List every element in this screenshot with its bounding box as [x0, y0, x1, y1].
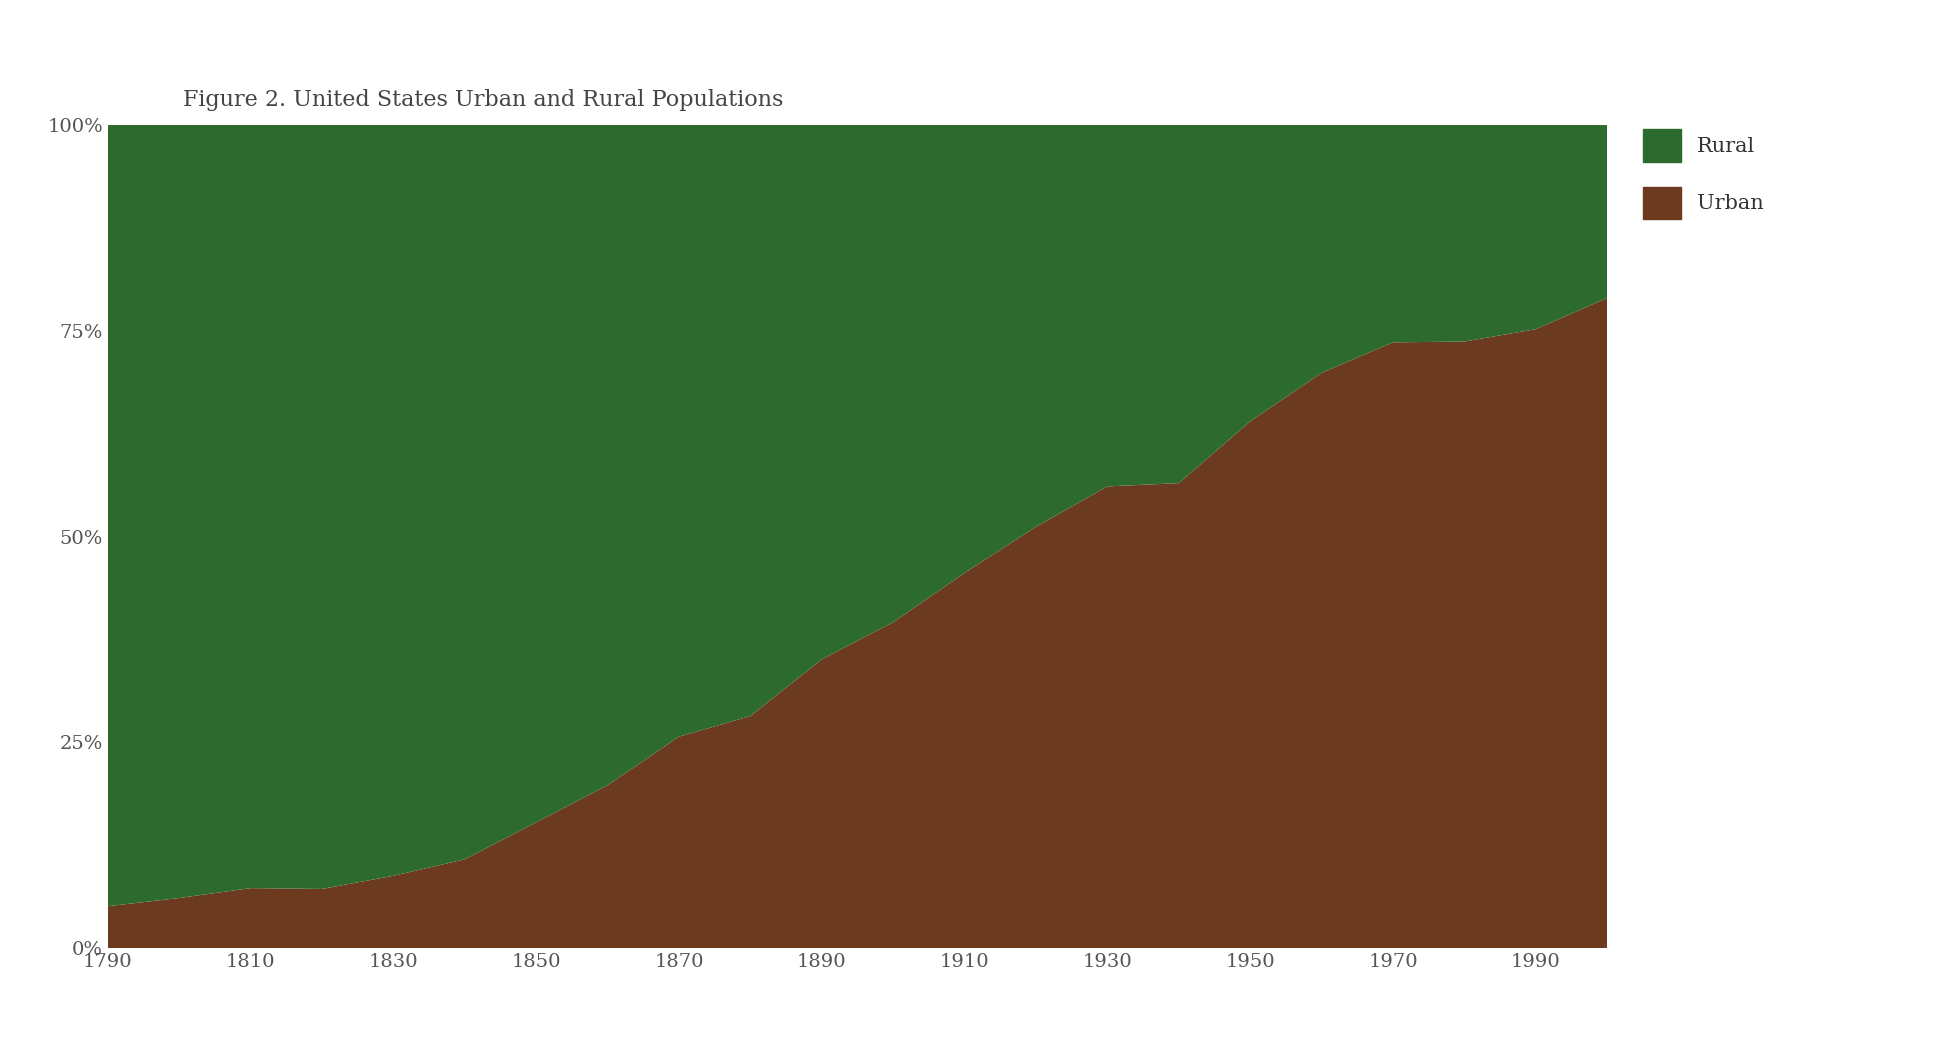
Text: Figure 2. United States Urban and Rural Populations: Figure 2. United States Urban and Rural …	[182, 89, 784, 110]
Legend: Rural, Urban: Rural, Urban	[1633, 119, 1774, 229]
